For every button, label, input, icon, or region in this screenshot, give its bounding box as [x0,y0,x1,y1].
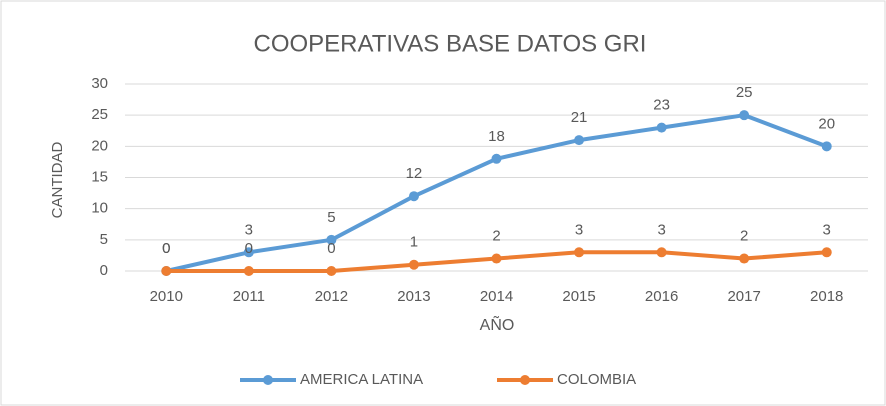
y-tick-label: 5 [100,231,108,248]
point [326,266,337,276]
data-label: 21 [571,109,588,126]
y-tick-label: 15 [91,168,108,185]
point [491,253,502,264]
legend-label: COLOMBIA [557,371,636,388]
x-tick-label: 2010 [150,288,183,305]
data-label: 0 [245,240,253,257]
point [326,234,337,245]
point [656,122,667,133]
x-axis-label: AÑO [480,314,515,334]
x-tick-label: 2012 [315,288,348,305]
data-label: 2 [740,228,748,245]
y-axis-label: CANTIDAD [49,141,66,218]
data-label: 3 [823,221,831,238]
y-tick-label: 10 [91,200,108,217]
y-tick-label: 25 [91,106,108,123]
data-label: 0 [162,240,170,257]
point [243,266,254,276]
chart-title: COOPERATIVAS BASE DATOS GRI [254,30,647,57]
point [739,253,750,264]
point [821,247,832,258]
data-label: 2 [492,228,500,245]
point [821,141,832,152]
legend-label: AMERICA LATINA [300,371,423,388]
data-label: 12 [406,165,423,182]
y-tick-label: 20 [91,137,108,154]
point [656,247,667,258]
data-label: 0 [327,240,335,257]
data-label: 25 [736,84,753,101]
point [574,247,585,258]
point [243,247,254,258]
point [408,191,419,202]
y-tick-label: 30 [91,75,108,92]
x-tick-label: 2016 [645,288,678,305]
data-label: 0 [162,240,170,257]
data-label: 3 [657,221,665,238]
y-tick-label: 0 [100,262,108,279]
legend-marker [520,375,530,385]
data-label: 20 [818,115,835,132]
point [491,153,502,164]
point [161,266,172,276]
x-tick-label: 2014 [480,288,513,305]
x-tick-label: 2011 [233,288,265,305]
data-label: 3 [575,221,583,238]
point [408,259,419,270]
data-label: 18 [488,128,505,145]
x-tick-label: 2015 [562,288,595,305]
legend-marker [263,375,273,385]
x-tick-label: 2018 [810,288,843,305]
point [739,110,750,121]
data-label: 3 [245,221,253,238]
x-tick-label: 2017 [727,288,760,305]
data-label: 1 [410,234,418,251]
data-label: 5 [327,209,335,226]
x-tick-label: 2013 [397,288,430,305]
data-label: 23 [653,97,670,114]
point [574,135,585,146]
